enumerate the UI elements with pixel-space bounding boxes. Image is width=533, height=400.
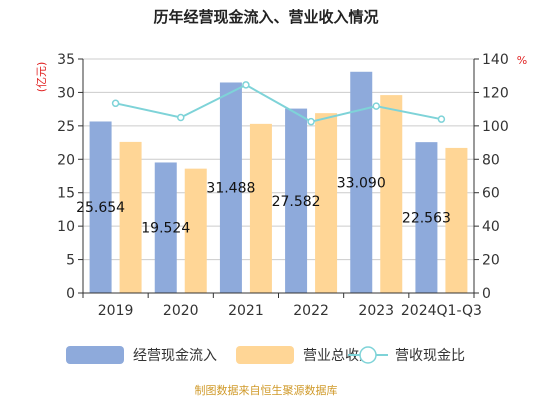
left-axis-tick-label: 5 bbox=[66, 253, 75, 269]
ratio-point bbox=[177, 113, 185, 122]
right-axis-tick-label: 120 bbox=[482, 85, 509, 101]
bar-cash-inflow bbox=[350, 71, 373, 293]
bar-revenue bbox=[119, 141, 142, 293]
bar-cash-inflow bbox=[415, 142, 438, 293]
x-axis-tick-label: 2022 bbox=[293, 303, 329, 319]
bar-revenue bbox=[445, 147, 468, 293]
legend-label-revenue: 营业总收入 bbox=[303, 348, 373, 364]
bar-cash-inflow bbox=[154, 162, 177, 293]
right-axis-tick-label: 20 bbox=[482, 253, 500, 269]
data-label: 27.582 bbox=[272, 194, 321, 210]
chart-title: 历年经营现金流入、营业收入情况 bbox=[153, 8, 378, 26]
left-axis-tick-label: 35 bbox=[57, 52, 75, 68]
legend-swatch-ratio-marker bbox=[359, 346, 377, 364]
right-axis-tick-label: 100 bbox=[482, 119, 509, 135]
data-label: 19.524 bbox=[141, 221, 190, 237]
legend: 经营现金流入 营业总收入 营收现金比 bbox=[66, 346, 465, 364]
ratio-line-path bbox=[115, 83, 442, 123]
ratio-point bbox=[437, 115, 446, 123]
x-axis-tick-label: 2019 bbox=[98, 303, 134, 319]
bar-revenue bbox=[249, 123, 272, 293]
grid bbox=[83, 58, 474, 261]
source-note: 制图数据来自恒生聚源数据库 bbox=[195, 383, 338, 397]
right-axis-tick-label: 140 bbox=[482, 52, 509, 68]
legend-swatch-revenue bbox=[236, 346, 294, 364]
x-axis-tick-label: 2021 bbox=[228, 303, 264, 319]
x-axis-tick-label: 2020 bbox=[163, 303, 199, 319]
left-axis-tick-label: 0 bbox=[66, 286, 75, 302]
ratio-point bbox=[111, 99, 120, 108]
bar-cash-inflow bbox=[89, 121, 112, 294]
data-label: 31.488 bbox=[206, 181, 255, 197]
right-axis-tick-label: 40 bbox=[482, 219, 500, 235]
left-axis-tick-label: 20 bbox=[57, 152, 75, 168]
ratio-line bbox=[111, 81, 446, 126]
bar-cash-inflow bbox=[285, 108, 308, 293]
data-label: 33.090 bbox=[337, 175, 386, 191]
legend-swatch-cash-inflow bbox=[66, 346, 124, 364]
x-axis-tick-label: 2024Q1-Q3 bbox=[401, 303, 482, 319]
bars bbox=[89, 71, 468, 294]
left-axis-tick-label: 10 bbox=[57, 219, 75, 235]
bar-revenue bbox=[380, 95, 403, 293]
axes: 0 5 10 15 20 25 30 35 0 20 40 60 80 100 120 140 2019 2020… bbox=[57, 52, 509, 319]
legend-label-ratio: 营收现金比 bbox=[395, 348, 465, 364]
right-axis-tick-label: 0 bbox=[482, 286, 491, 302]
x-axis-tick-label: 2023 bbox=[358, 303, 394, 319]
ratio-point bbox=[242, 81, 250, 89]
data-label: 22.563 bbox=[402, 211, 451, 227]
bar-cash-inflow bbox=[219, 82, 242, 294]
bar-revenue bbox=[315, 113, 338, 293]
ratio-point bbox=[372, 102, 380, 110]
legend-label-cash-inflow: 经营现金流入 bbox=[133, 348, 217, 364]
data-label: 25.654 bbox=[76, 200, 125, 216]
left-axis-unit: (亿元) bbox=[35, 62, 48, 93]
left-axis-tick-label: 25 bbox=[57, 119, 75, 135]
data-labels: 25.654 19.524 31.488 27.582 33.090 22.563 bbox=[76, 175, 451, 236]
bar-revenue bbox=[184, 168, 207, 293]
left-axis-tick-label: 30 bbox=[57, 85, 75, 101]
right-axis-tick-label: 60 bbox=[482, 186, 500, 202]
left-axis-tick-label: 15 bbox=[57, 186, 75, 202]
right-axis-unit: % bbox=[517, 54, 527, 67]
ratio-point bbox=[307, 117, 315, 126]
right-axis-tick-label: 80 bbox=[482, 152, 500, 168]
